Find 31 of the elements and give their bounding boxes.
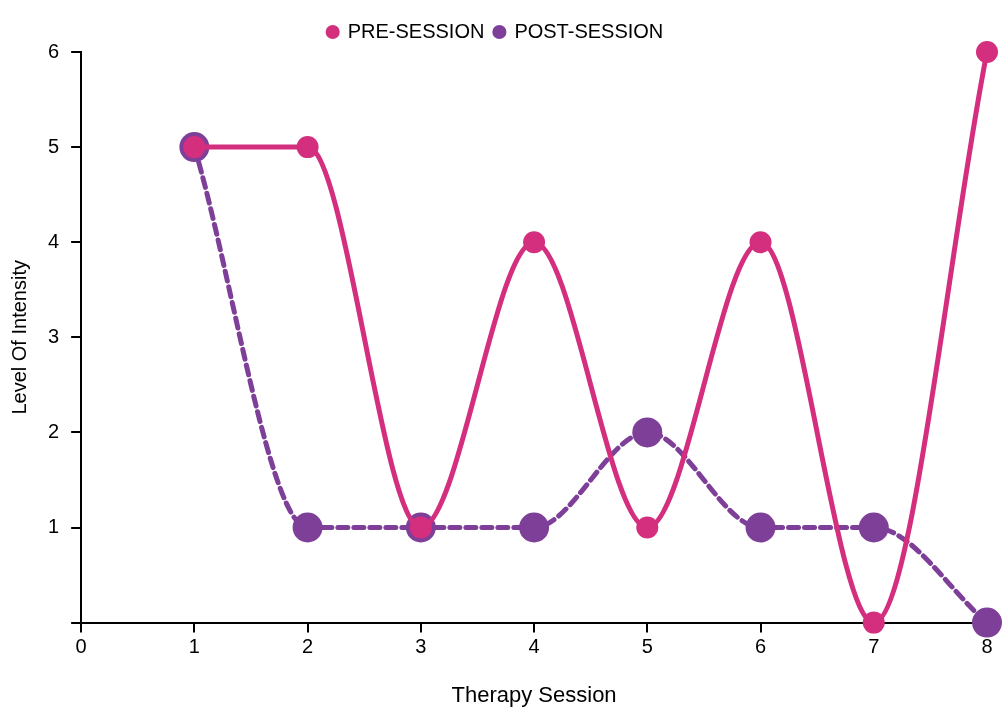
x-tick-label: 3 — [415, 635, 427, 658]
x-tick-label: 8 — [981, 635, 993, 658]
point — [749, 231, 772, 254]
y-tick-label: 5 — [48, 134, 60, 157]
point — [523, 231, 546, 254]
legend-label: POST-SESSION — [514, 19, 664, 42]
x-tick-label: 7 — [868, 635, 880, 658]
y-tick-label: 3 — [48, 324, 60, 347]
point — [862, 611, 885, 634]
y-axis-title: Level Of Intensity — [7, 260, 30, 415]
x-axis-title: Therapy Session — [451, 681, 617, 707]
x-tick-label: 4 — [528, 635, 540, 658]
point — [636, 516, 659, 539]
x-tick-label: 2 — [302, 635, 314, 658]
point — [976, 41, 998, 63]
point — [858, 512, 889, 543]
x-tick-label: 6 — [754, 635, 767, 658]
point — [292, 512, 323, 543]
point — [296, 136, 319, 159]
y-tick-label: 4 — [48, 229, 60, 252]
x-tick-label: 5 — [641, 635, 653, 658]
y-tick-label: 1 — [48, 515, 60, 538]
point — [745, 512, 776, 543]
x-tick-label: 1 — [188, 635, 200, 658]
point — [519, 512, 550, 543]
y-tick-label: 2 — [48, 419, 60, 442]
y-tick-label: 6 — [48, 39, 60, 62]
legend-label: PRE-SESSION — [347, 19, 485, 42]
point — [632, 417, 663, 448]
point — [972, 607, 1002, 638]
x-tick-label: 0 — [75, 635, 87, 658]
